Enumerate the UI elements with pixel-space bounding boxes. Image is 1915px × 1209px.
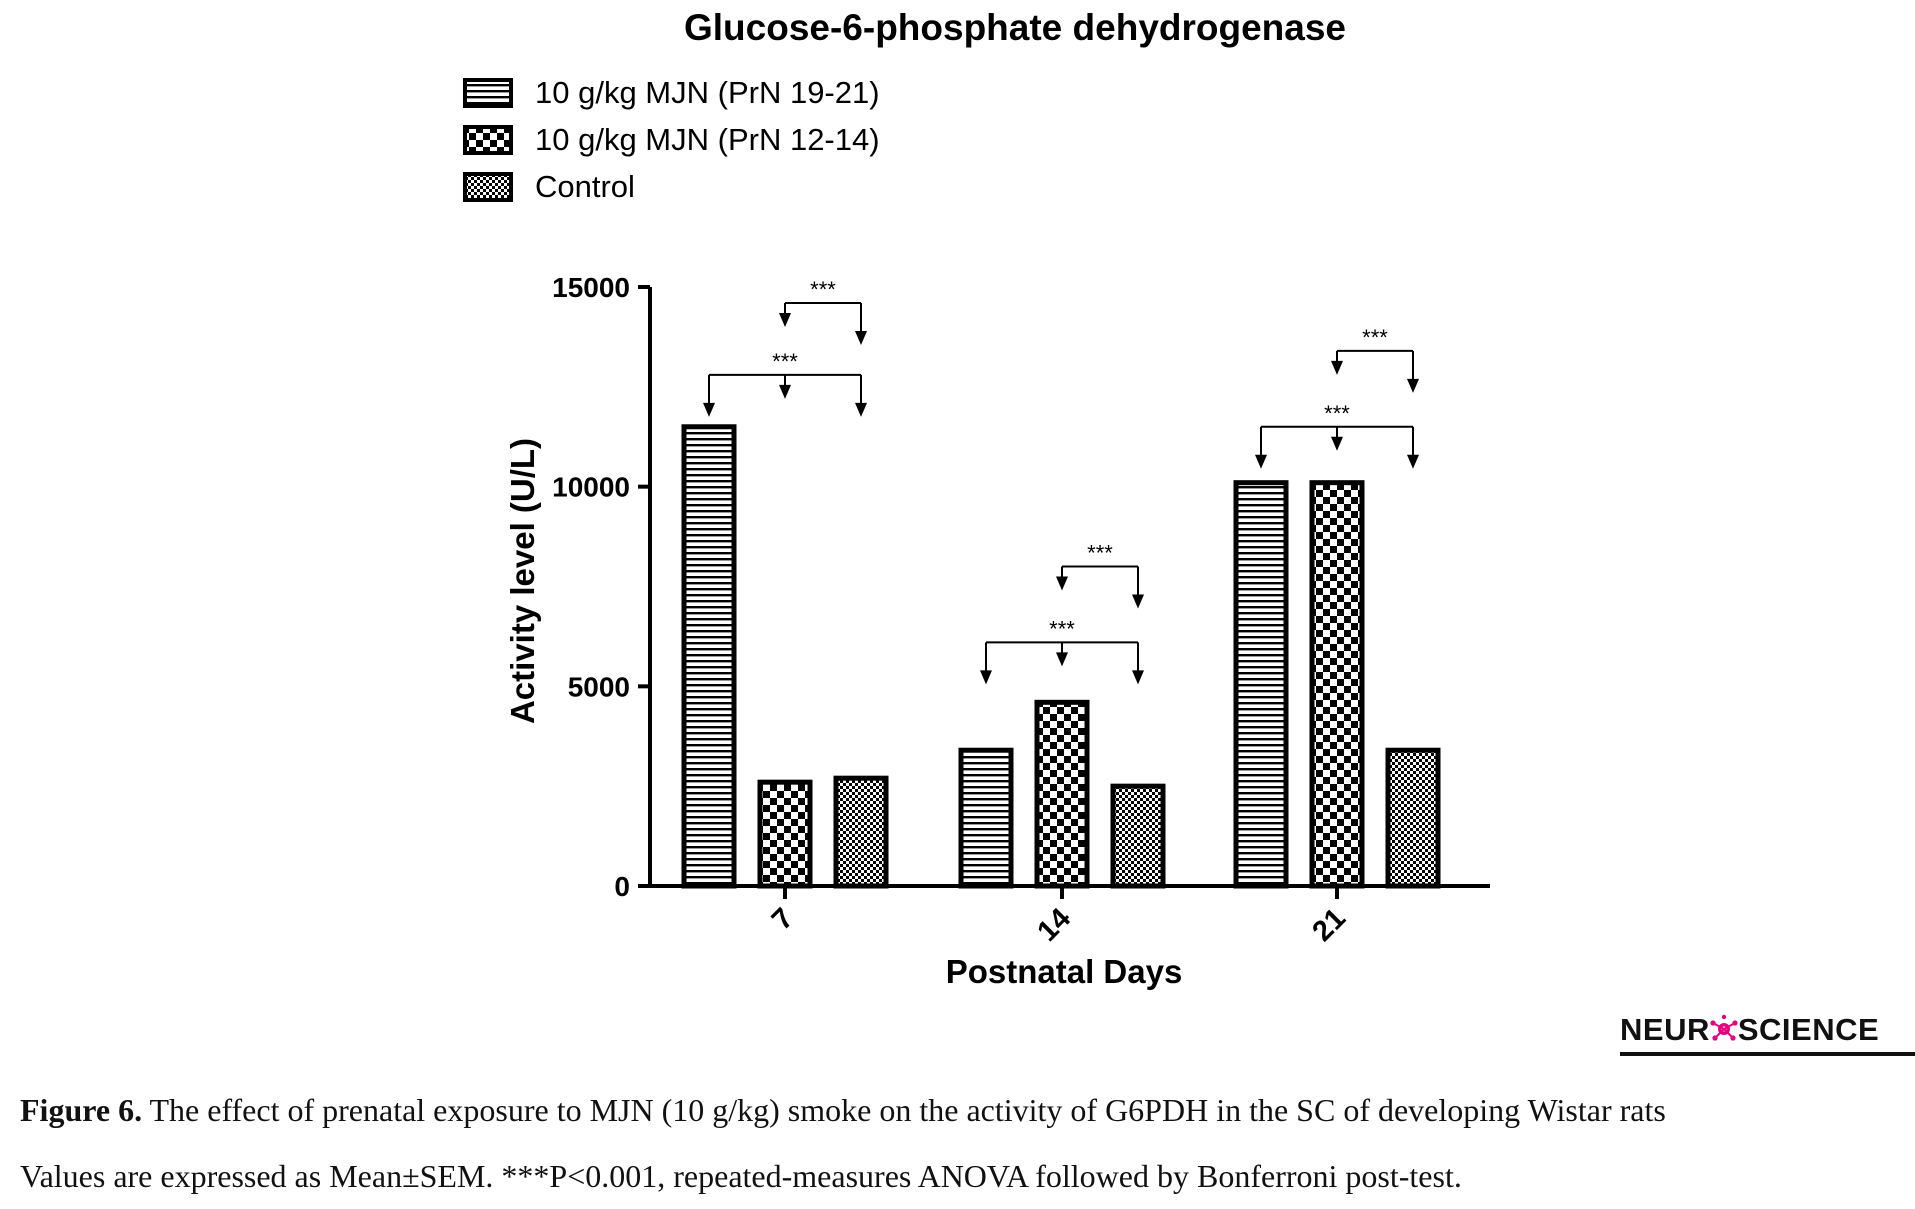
- y-axis: 0 5000 10000 15000: [552, 272, 652, 902]
- figure-caption: Figure 6. The effect of prenatal exposur…: [20, 1077, 1905, 1209]
- bracket-arrowhead: [779, 312, 791, 327]
- significance-bracket: ***: [980, 616, 1144, 685]
- bar: [1309, 480, 1365, 889]
- legend: 10 g/kg MJN (PrN 19-21) 10 g/kg MJN (PrN…: [463, 75, 880, 204]
- chart-title: Glucose-6-phosphate dehydrogenase: [684, 7, 1346, 48]
- y-tick-label: 10000: [552, 472, 630, 503]
- bracket-arrowhead: [1407, 378, 1419, 393]
- bracket-arrowhead: [779, 384, 791, 399]
- caption-text: The effect of prenatal exposure to MJN (…: [142, 1092, 1666, 1128]
- bracket-arrowhead: [1056, 652, 1068, 667]
- bar: [1385, 747, 1441, 889]
- bar: [958, 747, 1014, 889]
- bracket-arrowhead: [703, 402, 715, 417]
- significance-bracket: ***: [779, 277, 867, 345]
- bar: [1233, 480, 1289, 889]
- bracket-arrowhead: [855, 330, 867, 345]
- legend-label: 10 g/kg MJN (PrN 19-21): [535, 75, 880, 110]
- caption-line-2: Values are expressed as Mean±SEM. ***P<0…: [20, 1158, 1462, 1194]
- y-axis-label: Activity level (U/L): [504, 438, 541, 724]
- x-axis: 7 14 21: [648, 884, 1490, 948]
- legend-swatch: [463, 172, 513, 202]
- significance-bracket: ***: [1331, 325, 1419, 393]
- bracket-arrowhead: [1407, 454, 1419, 469]
- significance-annotations: *** *** *** *** *** ***: [703, 277, 1419, 685]
- significance-bracket: ***: [1056, 541, 1144, 609]
- legend-item: 10 g/kg MJN (PrN 12-14): [463, 122, 880, 157]
- y-tick-label: 5000: [568, 671, 630, 702]
- caption-label: Figure 6.: [20, 1092, 143, 1128]
- significance-label: ***: [1049, 616, 1075, 641]
- legend-label: Control: [535, 169, 635, 204]
- significance-bracket: ***: [1255, 401, 1419, 469]
- bar: [1034, 699, 1090, 889]
- bracket-arrowhead: [1331, 436, 1343, 451]
- brand-text-left: NEUR: [1620, 1012, 1710, 1047]
- bar: [1110, 783, 1166, 889]
- bracket-arrowhead: [1255, 454, 1267, 469]
- neuron-icon: [1710, 1014, 1738, 1041]
- y-tick-label: 15000: [552, 272, 630, 303]
- legend-swatch: [463, 125, 513, 155]
- brand-logo: NEUR SCIENCE: [1620, 1012, 1915, 1056]
- bracket-arrowhead: [1056, 576, 1068, 591]
- bracket-arrowhead: [855, 402, 867, 417]
- x-tick-label: 14: [1032, 902, 1077, 947]
- bracket-arrowhead: [1331, 360, 1343, 375]
- bracket-arrowhead: [980, 670, 992, 685]
- significance-label: ***: [1324, 401, 1350, 426]
- bar: [833, 775, 889, 889]
- bar: [757, 779, 813, 889]
- bracket-arrowhead: [1132, 670, 1144, 685]
- significance-label: ***: [810, 277, 836, 302]
- chart: Glucose-6-phosphate dehydrogenase 10 g/k…: [463, 7, 1490, 990]
- bar: [681, 424, 737, 889]
- legend-item: 10 g/kg MJN (PrN 19-21): [463, 75, 880, 110]
- significance-bracket: ***: [703, 349, 867, 417]
- x-tick-label: 21: [1307, 902, 1352, 947]
- significance-label: ***: [1362, 325, 1388, 350]
- bars: [681, 424, 1441, 889]
- bracket-arrowhead: [1132, 594, 1144, 609]
- brand-text-right: SCIENCE: [1737, 1012, 1880, 1047]
- y-tick-label: 0: [614, 871, 630, 902]
- caption-line-1: Figure 6. The effect of prenatal exposur…: [20, 1077, 1905, 1143]
- legend-swatch: [463, 78, 513, 108]
- significance-label: ***: [1087, 541, 1113, 566]
- legend-item: Control: [463, 169, 635, 204]
- x-tick-label: 7: [766, 902, 800, 936]
- legend-label: 10 g/kg MJN (PrN 12-14): [535, 122, 880, 157]
- x-axis-label: Postnatal Days: [946, 953, 1183, 990]
- significance-label: ***: [772, 349, 798, 374]
